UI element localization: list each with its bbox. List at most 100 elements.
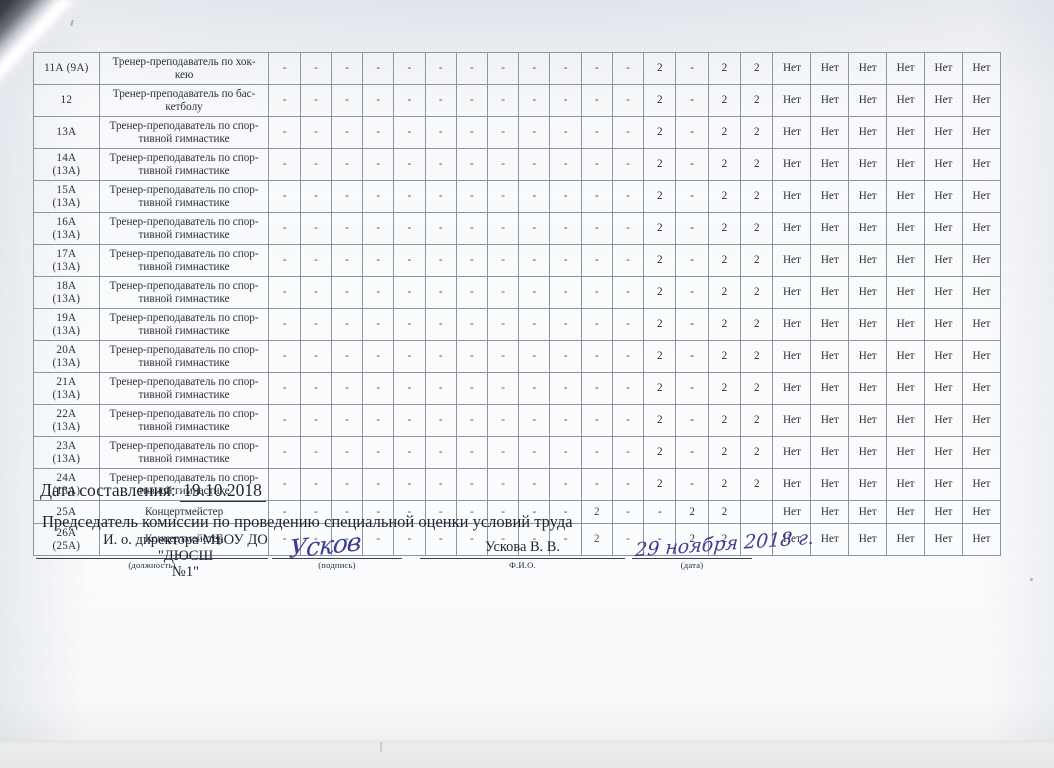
class-value-cell: 2 [707,436,742,469]
guarantee-cell: Нет [961,500,1002,524]
guarantee-cell: Нет [961,52,1002,85]
position-title-cell: Тренер-преподаватель по спор-тивной гимн… [98,244,270,277]
guarantee-cell: Нет [772,212,812,245]
guarantee-cell: Нет [772,116,812,149]
position-title-cell: Тренер-преподаватель по хок-кею [98,52,270,85]
class-value-cell: 2 [740,52,774,85]
guarantee-cell: Нет [961,404,1002,437]
class-value-cell: 2 [643,372,677,405]
class-value-cell: 2 [643,308,677,341]
position-title-line: кею [174,68,194,81]
class-value-cell: 2 [643,340,677,373]
position-title-line: тивной гимнастике [138,452,230,465]
class-value-cell: 2 [740,436,774,469]
factor-cell: - [299,468,332,501]
guarantee-cell: Нет [886,308,926,341]
guarantee-cell: Нет [886,500,926,524]
guarantee-cell: Нет [772,84,812,117]
factor-cell: - [518,500,551,524]
factor-cell: - [455,404,489,437]
position-title-line: тивной гимнастике [138,420,230,433]
row-number: 21А [56,375,77,388]
class-value-cell: 2 [707,52,742,85]
guarantee-cell: Нет [772,523,812,556]
factor-cell: - [362,404,395,437]
factor-cell: - [268,84,301,117]
factor-cell: - [518,276,551,309]
guarantee-cell: Нет [886,468,926,501]
guarantee-cell: Нет [924,180,963,213]
guarantee-cell: Нет [848,372,888,405]
factor-cell: - [330,523,364,556]
factor-cell: - [487,404,520,437]
factor-cell: - [362,500,395,524]
factor-cell: - [455,84,489,117]
factor-cell: 2 [580,500,613,524]
table-body: 11А (9А) Тренер-преподаватель по хок-кею -… [33,52,1002,556]
factor-cell: - [611,468,645,501]
position-title-line: тивной гимнастике [138,228,230,241]
class-value-cell: - [675,212,709,245]
class-value-cell: - [675,404,709,437]
table-row: 13А Тренер-преподаватель по спор-тивной г… [33,116,1002,149]
class-value-cell: 2 [707,212,742,245]
row-number-cell: 25А [33,500,100,524]
factor-cell: - [424,244,457,277]
row-number-cell: 15А (13А) [33,180,100,213]
factor-cell: - [518,523,551,556]
guarantee-cell: Нет [810,52,850,85]
guarantee-cell: Нет [961,244,1002,277]
position-title-line: тивной гимнастике [138,260,230,273]
factor-cell: - [393,500,426,524]
position-title-cell: Тренер-преподаватель по спор-тивной гимн… [98,212,270,245]
factor-cell: - [393,148,426,181]
class-value-cell: 2 [740,148,774,181]
chair-position-value: И. о. директора МБОУ ДО "ДЮСШ №1" [78,532,293,580]
guarantee-cell: Нет [810,340,850,373]
row-number: 25А [56,505,77,518]
factor-cell: - [580,52,613,85]
factor-cell: - [487,523,520,556]
class-value-cell: 2 [707,308,742,341]
scan-speck [380,742,382,752]
class-value-cell [740,523,774,556]
factor-cell: - [393,436,426,469]
factor-cell: - [518,468,551,501]
class-value-cell: 2 [707,404,742,437]
row-number-cell: 20А (13А) [33,340,100,373]
table-row: 25А Концертмейстер - - - - - - - - - -2- -2 2 Нет Нет Не… [33,500,1002,524]
factor-cell: - [330,404,364,437]
factor-cell: - [424,116,457,149]
position-title-line: Концертмейстер [144,533,224,546]
factor-cell: - [268,436,301,469]
table-row: 11А (9А) Тренер-преподаватель по хок-кею -… [33,52,1002,85]
guarantee-cell: Нет [924,148,963,181]
position-title-cell: Тренер-преподаватель по спор-тивной гимн… [98,372,270,405]
factor-cell: - [299,52,332,85]
guarantee-cell: Нет [924,404,963,437]
factor-cell: - [549,523,582,556]
table-row: 18А (13А) Тренер-преподаватель по спор-тив… [33,276,1002,309]
factor-cell: - [518,52,551,85]
guarantee-cell: Нет [848,523,888,556]
factor-cell: - [330,180,364,213]
factor-cell: - [393,84,426,117]
class-value-cell: - [675,244,709,277]
class-value-cell: 2 [740,276,774,309]
signature-slot-position: (должность) [36,558,268,570]
position-title-line: кетболу [165,100,203,113]
guarantee-cell: Нет [810,84,850,117]
factor-cell: - [330,340,364,373]
factor-cell: - [549,180,582,213]
position-title-line: тивной гимнастике [138,132,230,145]
guarantee-cell: Нет [924,244,963,277]
guarantee-cell: Нет [848,276,888,309]
factor-cell: - [393,372,426,405]
table-row: 23А (13А) Тренер-преподаватель по спор-тив… [33,436,1002,469]
factor-cell: - [330,436,364,469]
factor-cell: - [455,308,489,341]
guarantee-cell: Нет [886,404,926,437]
table-row: 26А (25А) Концертмейстер - - - - - - - - - -2- -2 2 Нет… [33,523,1002,556]
guarantee-cell: Нет [848,340,888,373]
class-value-cell: - [675,340,709,373]
